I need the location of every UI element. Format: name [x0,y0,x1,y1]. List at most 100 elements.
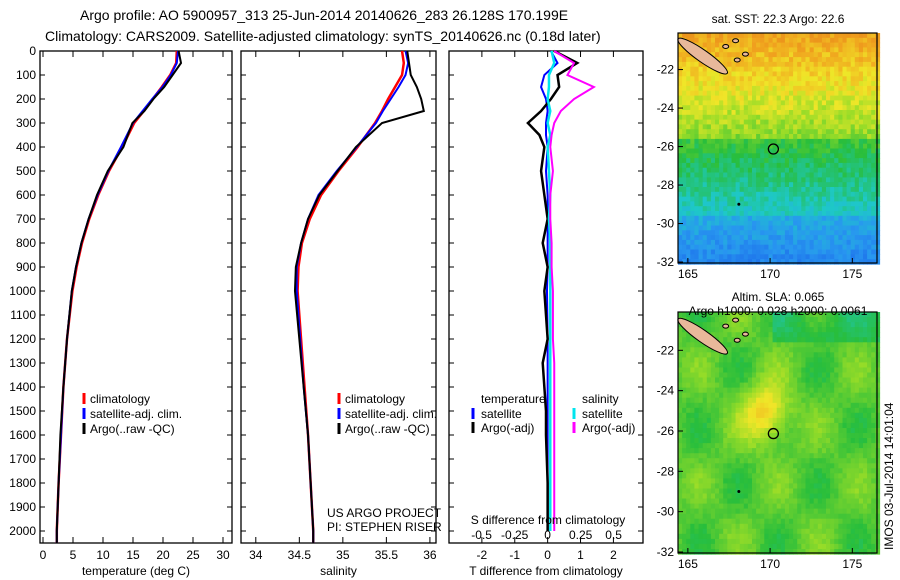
x-tick-label: 35.5 [375,548,399,562]
map-cell [830,76,835,82]
map-cell [842,162,848,169]
map-cell [858,543,864,550]
map-cell [805,372,811,379]
map-cell [817,148,823,154]
map-cell [772,443,778,449]
map-cell [715,206,720,212]
map-cell [826,322,831,328]
map-cell [768,110,774,116]
map-cell [678,367,683,374]
map-cell [830,230,835,236]
map-cell [780,498,786,505]
map-cell [723,254,728,260]
map-cell [789,549,794,555]
map-cell [756,191,761,198]
map-cell [768,347,774,353]
map-cell [743,239,749,246]
map-cell [793,402,798,409]
map-cell [826,478,831,484]
map-cell [834,33,839,39]
map-cell [772,483,778,489]
map-cell [702,412,708,419]
map-cell [768,220,774,227]
map-cell [854,372,860,379]
map-cell [706,493,712,500]
land-island [733,57,741,63]
map-cell [706,239,712,246]
map-cell [834,95,839,101]
map-cell [797,357,802,363]
map-cell [805,206,811,212]
map-cell [776,105,782,111]
map-cell [821,76,827,82]
map-cell [871,57,876,63]
map-cell [772,533,778,540]
map-cell [813,422,819,429]
map-cell [739,438,745,444]
map-cell [706,196,712,202]
map-cell [821,206,827,212]
map-cell [809,259,815,265]
map-cell [710,158,716,164]
map-cell [752,220,757,227]
map-cell [756,468,761,474]
map-cell [793,498,798,505]
map-cell [743,382,749,389]
map-cell [698,114,704,121]
map-cell [698,538,704,545]
map-cell [710,438,716,444]
map-cell [743,114,749,121]
map-cell [801,468,806,474]
map-cell [764,225,769,231]
map-cell [821,57,827,63]
map-cell [793,428,798,434]
y-tick-label: -28 [657,178,675,192]
map-cell [682,428,687,434]
map-cell [678,493,683,500]
map-cell [842,483,848,489]
map-cell [821,478,827,484]
map-cell [780,215,786,222]
map-cell [854,317,860,323]
map-cell [871,443,876,449]
map-cell [723,129,728,135]
map-cell [867,47,872,53]
map-cell [784,372,790,379]
map-cell [830,177,835,183]
map-cell [850,337,856,343]
map-cell [719,518,724,525]
map-cell [834,85,839,92]
map-cell [694,95,700,101]
map-cell [682,95,687,101]
map-cell [772,407,778,414]
map-cell [789,119,794,125]
map-cell [723,412,728,419]
map-cell [830,201,835,207]
map-cell [789,129,794,135]
map-cell [752,523,757,530]
map-cell [715,543,720,550]
y-tick-label: 500 [16,164,36,178]
map-cell [780,90,786,97]
map-cell [727,114,732,121]
map-cell [801,220,806,227]
map-cell [838,488,844,495]
map-cell [838,533,844,540]
map-cell [858,124,864,130]
map-cell [817,196,823,202]
map-cell [821,513,827,520]
map-cell [690,61,695,68]
map-cell [780,57,786,63]
map-cell [805,259,811,265]
map-cell [817,235,823,241]
map-cell [735,162,741,169]
map-cell [838,162,844,169]
map-cell [727,478,732,484]
map-cell [801,397,806,404]
map-cell [682,162,687,169]
map-cell [776,417,782,424]
map-cell [867,543,872,550]
map-cell [809,528,815,535]
map-cell [756,317,761,323]
map-cell [797,332,802,338]
